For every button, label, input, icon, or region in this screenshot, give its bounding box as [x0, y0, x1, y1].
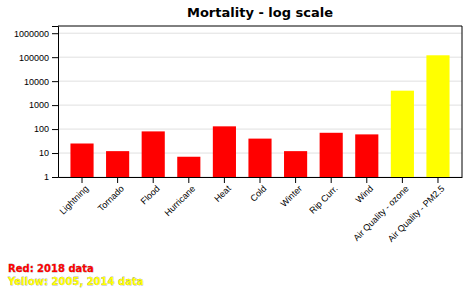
x-tick: Flood [139, 177, 162, 206]
y-tick-label: 10 [39, 148, 49, 158]
x-tick-label: Winter [279, 183, 304, 208]
plot: 1 10 100 1000 10000 100000 1000000 LightningTor… [14, 26, 463, 244]
grid-line [58, 57, 462, 58]
grid [58, 33, 462, 177]
y-tick-mark [52, 153, 58, 154]
x-tick: Hurricane [163, 177, 198, 218]
x-tick-label: Lightning [58, 183, 91, 216]
bar [391, 91, 414, 177]
bar [70, 143, 93, 177]
x-tick-mark [402, 177, 403, 183]
bar [106, 151, 129, 177]
y-tick-label: 1 [44, 172, 49, 182]
y-tick-mark [52, 81, 58, 82]
x-tick-label: Wind [354, 183, 376, 205]
frame-line [58, 26, 462, 27]
x-tick-mark [295, 177, 296, 183]
bar [142, 131, 165, 177]
bar [213, 126, 236, 177]
y-axis-line [52, 27, 59, 178]
y-tick-mark [52, 105, 58, 106]
y-tick: 1000 [29, 100, 58, 110]
x-tick: Tornado [96, 177, 126, 214]
y-tick-label: 100000 [19, 53, 49, 63]
x-tick-label: Cold [248, 183, 268, 203]
y-tick-mark [52, 33, 58, 34]
bar [284, 151, 307, 177]
annotations: Red: 2018 data Yellow: 2005, 2014 data [7, 263, 143, 287]
x-tick: Wind [354, 177, 376, 205]
x-tick: Rip Curr. [307, 177, 339, 216]
x-tick-mark [366, 177, 367, 183]
x-tick: Winter [279, 177, 304, 209]
x-tick-mark [153, 177, 154, 183]
y-tick: 10000 [24, 77, 58, 87]
y-tick: 1 [44, 172, 58, 182]
frame-line [462, 26, 463, 177]
bars [70, 55, 449, 177]
x-tick-label: Tornado [96, 183, 126, 213]
x-tick: Lightning [58, 177, 91, 216]
x-tick-label: Heat [212, 183, 233, 204]
y-tick: 10 [39, 148, 58, 158]
y-tick: 100 [34, 124, 58, 134]
y-tick-label: 100 [34, 124, 49, 134]
x-tick-mark [82, 177, 83, 183]
y-tick: 100000 [19, 53, 58, 63]
x-tick-mark [117, 177, 118, 183]
x-tick: Air Quality - PM2.5 [386, 177, 446, 244]
x-tick-label: Rip Curr. [307, 183, 339, 215]
chart: 1 10 100 1000 10000 100000 1000000 LightningTor… [0, 0, 474, 293]
grid-line [58, 81, 462, 82]
y-tick-label: 10000 [24, 77, 49, 87]
bar [177, 157, 200, 177]
x-tick-label: Hurricane [163, 183, 198, 218]
y-tick: 1000000 [14, 29, 58, 39]
y-tick-label: 1000000 [14, 29, 49, 39]
x-tick-mark [331, 177, 332, 183]
title: Mortality - log scale [187, 5, 333, 20]
x-tick-mark [437, 177, 438, 183]
y-tick-mark [52, 129, 58, 130]
x-tick-label: Air Quality - PM2.5 [386, 183, 446, 243]
bar [426, 55, 449, 177]
bar [355, 134, 378, 177]
x-tick-label: Flood [139, 183, 162, 206]
x-tick-mark [260, 177, 261, 183]
bar [248, 139, 271, 177]
grid-line [58, 33, 462, 34]
bar [320, 133, 343, 177]
x-tick: Heat [212, 177, 233, 204]
x-tick: Cold [248, 177, 268, 204]
y-axis: 1 10 100 1000 10000 100000 1000000 [14, 27, 59, 183]
y-tick-mark [52, 57, 58, 58]
x-tick-mark [224, 177, 225, 183]
y-tick-label: 1000 [29, 100, 49, 110]
annotation: Red: 2018 data [8, 263, 94, 274]
x-tick-mark [188, 177, 189, 183]
x-axis: LightningTornado FloodHurricane Heat Cold Wi… [58, 177, 463, 244]
y-tick-mark [52, 177, 58, 178]
annotation: Yellow: 2005, 2014 data [7, 276, 143, 287]
